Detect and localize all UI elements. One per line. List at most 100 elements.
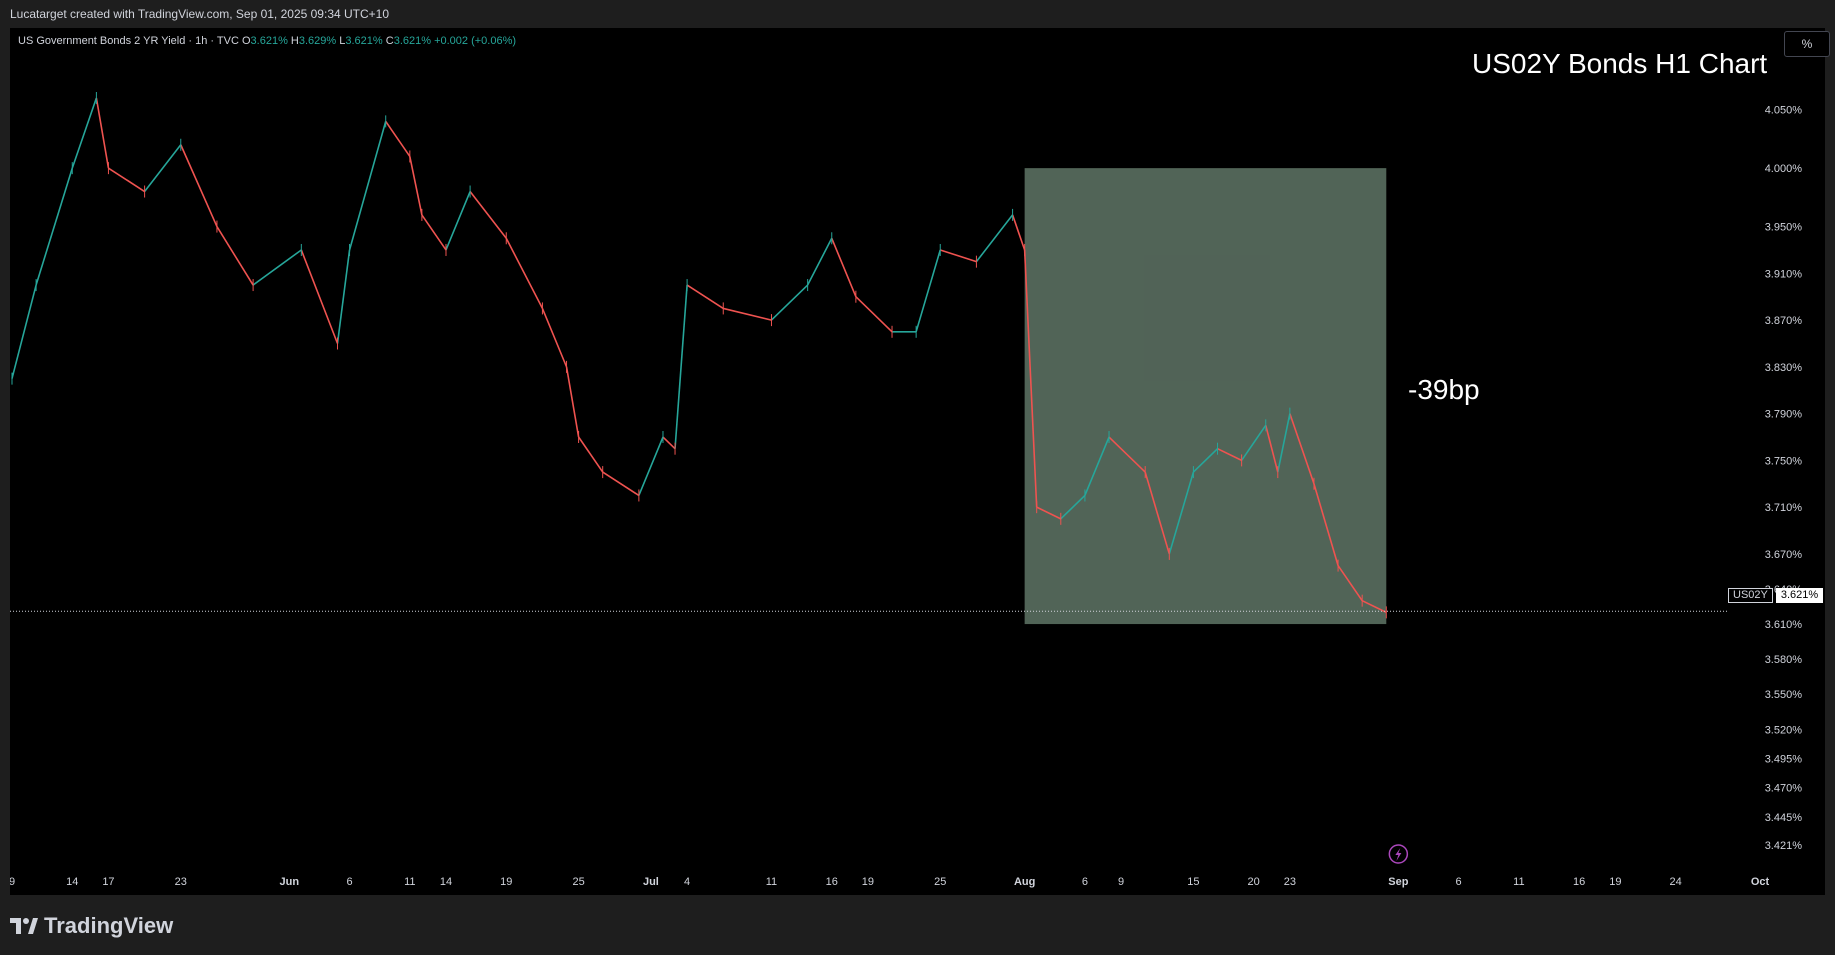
- price-segment: [180, 144, 218, 227]
- price-segment: [336, 249, 351, 344]
- y-tick-label: 3.445%: [1765, 812, 1803, 824]
- price-segment: [1277, 413, 1291, 473]
- y-tick-label: 3.870%: [1765, 315, 1803, 327]
- y-tick-label: 3.950%: [1765, 222, 1803, 234]
- tradingview-logo-icon: [10, 918, 38, 934]
- price-segment: [915, 249, 942, 333]
- low-label: L: [339, 35, 346, 47]
- x-tick-label: 25: [934, 876, 946, 888]
- y-tick-label: 3.830%: [1765, 362, 1803, 374]
- price-segment: [348, 121, 387, 251]
- y-tick-label: 3.790%: [1765, 409, 1803, 421]
- price-segment: [385, 120, 411, 157]
- price-segment: [216, 226, 254, 286]
- y-tick-label: 3.710%: [1765, 502, 1803, 514]
- lightning-bolt-icon: [1395, 848, 1402, 861]
- x-tick-label: 24: [1669, 876, 1681, 888]
- price-segment: [505, 237, 544, 309]
- chart-title: US02Y Bonds H1 Chart: [1472, 48, 1768, 79]
- price-segment: [108, 167, 146, 193]
- price-segment: [1192, 448, 1219, 473]
- x-tick-label: 25: [572, 876, 584, 888]
- price-tag-value: 3.621%: [1775, 588, 1824, 603]
- price-segment: [1361, 599, 1387, 614]
- y-tick-label: 3.470%: [1765, 783, 1803, 795]
- price-segment: [1289, 413, 1315, 485]
- top-bar: Lucatarget created with TradingView.com,…: [0, 0, 1835, 28]
- open-label: O: [241, 35, 251, 47]
- price-segment: [770, 284, 809, 321]
- open-value: 3.621%: [250, 35, 288, 47]
- bottom-bar: TradingView: [0, 895, 1835, 955]
- price-segment: [831, 237, 857, 298]
- chart-svg[interactable]: 4.050% 4.000% 3.950% 3.910% 3.870% 3.830% 3.79…: [10, 28, 1825, 895]
- price-tag-symbol: US02Y: [1728, 588, 1773, 603]
- tradingview-logo-text: TradingView: [44, 913, 174, 938]
- y-tick-label: 4.050%: [1765, 105, 1803, 117]
- y-tick-label: 3.610%: [1765, 619, 1803, 631]
- price-segment: [1144, 471, 1171, 555]
- y-tick-label: 4.000%: [1765, 163, 1803, 175]
- y-tick-label: 3.670%: [1765, 549, 1803, 561]
- price-segment: [1023, 249, 1038, 508]
- price-segment: [565, 366, 580, 438]
- price-segment: [421, 214, 447, 251]
- x-tick-label: 15: [1187, 876, 1199, 888]
- price-segment: [252, 249, 302, 286]
- last-price-tag: US02Y 3.621%: [1728, 588, 1824, 603]
- x-tick-label: 6: [346, 876, 352, 888]
- x-tick-label: 11: [404, 876, 415, 888]
- price-segment: [806, 237, 833, 286]
- price-segment: [1036, 506, 1062, 520]
- price-segment: [1240, 424, 1267, 461]
- percent-unit-button[interactable]: %: [1784, 31, 1830, 57]
- close-value: 3.621%: [393, 35, 432, 47]
- shaded-range-box: [1024, 168, 1387, 625]
- price-segment: [975, 214, 1014, 263]
- lightning-event-icon: [1388, 844, 1409, 864]
- x-tick-label: Jun: [279, 876, 299, 888]
- price-segment: [409, 156, 423, 216]
- price-segment: [35, 167, 74, 286]
- x-tick-label: 9: [1118, 876, 1124, 888]
- price-segment: [577, 436, 604, 473]
- high-value: 3.629%: [298, 35, 337, 47]
- price-segment: [1108, 436, 1146, 473]
- y-tick-label: 3.750%: [1765, 455, 1803, 467]
- x-tick-label: 11: [1513, 876, 1524, 888]
- y-tick-label: 3.910%: [1765, 268, 1803, 280]
- high-label: H: [290, 35, 299, 47]
- x-tick-label: Oct: [1751, 876, 1770, 888]
- x-tick-label: 4: [684, 876, 690, 888]
- x-tick-label: 16: [826, 876, 838, 888]
- tradingview-logo[interactable]: TradingView: [10, 913, 173, 939]
- price-segment: [1217, 447, 1242, 462]
- y-tick-label: 3.495%: [1765, 753, 1803, 765]
- price-segment: [602, 471, 640, 497]
- x-tick-label: 14: [66, 876, 78, 888]
- price-segment: [662, 436, 676, 450]
- x-tick-label: 23: [175, 876, 187, 888]
- price-segment: [445, 191, 471, 251]
- created-by-text: Lucatarget created with TradingView.com,…: [10, 7, 390, 21]
- price-segment: [11, 284, 37, 379]
- price-segment: [95, 97, 110, 169]
- price-segment: [723, 307, 772, 321]
- y-tick-label: 3.550%: [1765, 689, 1803, 701]
- price-segment: [686, 284, 724, 310]
- x-tick-label: 23: [1284, 876, 1296, 888]
- x-tick-label: 20: [1248, 876, 1260, 888]
- price-segment: [541, 308, 568, 368]
- x-tick-label: 9: [10, 876, 15, 888]
- x-tick-label: Aug: [1014, 876, 1035, 888]
- price-segment: [1011, 214, 1026, 251]
- price-segment: [1264, 425, 1279, 473]
- price-segment: [300, 249, 339, 344]
- chart-area[interactable]: 4.050% 4.000% 3.950% 3.910% 3.870% 3.830% 3.79…: [10, 28, 1830, 895]
- x-tick-label: 19: [1609, 876, 1621, 888]
- y-tick-label: 3.580%: [1765, 654, 1803, 666]
- low-value: 3.621%: [345, 35, 383, 47]
- x-tick-label: 14: [440, 876, 452, 888]
- x-tick-label: 6: [1082, 876, 1088, 888]
- x-tick-label: 6: [1456, 876, 1462, 888]
